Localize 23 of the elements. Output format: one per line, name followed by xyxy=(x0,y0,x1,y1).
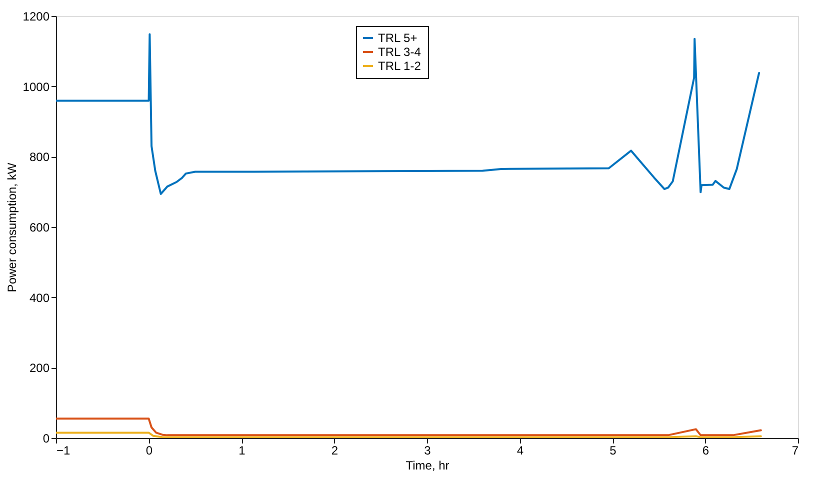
legend-label: TRL 3-4 xyxy=(378,45,422,59)
legend-label: TRL 1-2 xyxy=(378,59,422,73)
legend-label: TRL 5+ xyxy=(378,31,418,45)
y-tick-label: 800 xyxy=(29,150,50,164)
x-tick-label: 6 xyxy=(702,444,710,458)
x-tick-label: 5 xyxy=(610,444,617,458)
y-tick-label: 1000 xyxy=(22,80,50,94)
line-series xyxy=(56,33,760,195)
y-tick-label: 1200 xyxy=(22,10,50,24)
y-tick-label: 200 xyxy=(29,361,50,376)
x-tick-label: 0 xyxy=(146,444,153,458)
x-axis-title: Time, hr xyxy=(406,458,450,472)
x-tick-label: 3 xyxy=(424,444,432,458)
x-tick-label: −1 xyxy=(56,444,71,458)
x-tick-label: 1 xyxy=(238,444,246,458)
x-tick-label: 2 xyxy=(331,444,338,458)
y-tick-label: 0 xyxy=(42,432,50,446)
line-series xyxy=(56,418,762,436)
x-tick-label: 7 xyxy=(792,444,799,458)
y-axis-title: Power consumption, kW xyxy=(4,162,19,292)
y-tick-label: 400 xyxy=(29,290,50,305)
y-tick-label: 600 xyxy=(29,220,50,234)
x-tick-label: 4 xyxy=(516,444,524,458)
